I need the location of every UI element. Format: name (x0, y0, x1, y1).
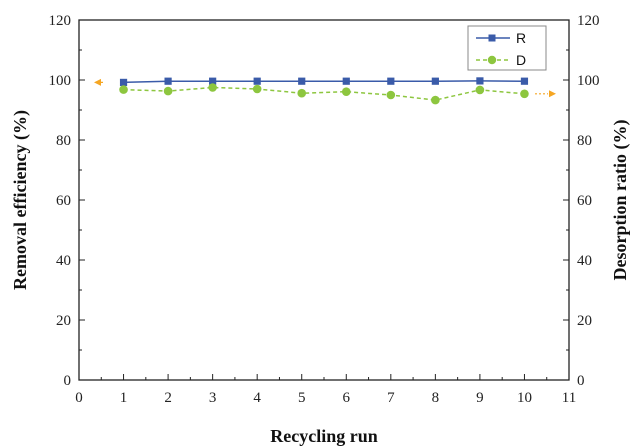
y-right-tick-label-60: 60 (577, 193, 592, 209)
point-r-7 (387, 77, 395, 85)
x-tick-label-0: 0 (75, 390, 83, 406)
y-left-tick-label-0: 0 (64, 373, 72, 389)
legend-marker-d (487, 55, 497, 65)
point-r-1 (119, 78, 128, 86)
x-tick-label-5: 5 (298, 390, 306, 406)
point-d-3 (208, 83, 217, 92)
x-tick-label-4: 4 (253, 390, 261, 406)
x-tick-label-9: 9 (476, 390, 484, 406)
point-r-6 (342, 77, 350, 85)
right-axis-arrow-head (549, 90, 556, 98)
point-r-8 (431, 77, 439, 85)
legend-label-d: D (516, 52, 526, 68)
point-r-9 (476, 77, 484, 85)
y-left-tick-label-40: 40 (56, 253, 71, 269)
y-right-tick-label-40: 40 (577, 253, 592, 269)
point-r-3 (209, 77, 217, 85)
y-axis-right-title: Desorption ratio (%) (610, 120, 631, 281)
series-r (119, 77, 529, 86)
legend-label-r: R (516, 30, 526, 46)
x-tick-label-11: 11 (562, 390, 576, 406)
y-right-tick-label-100: 100 (577, 73, 600, 89)
plot-border (78, 19, 570, 381)
point-r-10 (520, 77, 529, 85)
y-left-tick-label-120: 120 (49, 13, 72, 29)
y-axis-left: 0 20 40 60 80 100 120 (49, 13, 85, 389)
x-tick-label-7: 7 (387, 390, 395, 406)
y-axis-right: 0 20 40 60 80 100 120 (563, 13, 600, 389)
x-tick-label-2: 2 (164, 390, 172, 406)
y-left-tick-label-60: 60 (56, 193, 71, 209)
point-r-5 (298, 77, 306, 85)
point-d-5 (297, 88, 307, 98)
y-left-tick-label-20: 20 (56, 313, 71, 329)
x-axis: 0 1 2 3 4 5 6 7 8 9 10 11 (75, 374, 576, 406)
point-r-2 (164, 77, 172, 85)
point-d-1 (119, 85, 128, 94)
point-d-2 (163, 86, 173, 96)
legend-marker-r (488, 34, 496, 42)
x-tick-label-6: 6 (343, 390, 351, 406)
point-d-8 (431, 95, 440, 105)
left-axis-arrow-head (94, 78, 101, 86)
y-left-tick-label-100: 100 (49, 73, 72, 89)
point-d-10 (520, 89, 529, 99)
point-r-4 (253, 77, 261, 85)
x-axis-title: Recycling run (270, 426, 378, 446)
y-right-tick-label-80: 80 (577, 133, 592, 149)
axis-indicator-arrows (94, 78, 556, 98)
point-d-7 (386, 90, 396, 100)
point-d-6 (341, 87, 351, 96)
point-d-9 (475, 85, 485, 95)
x-tick-label-10: 10 (517, 390, 532, 406)
series-line-r (123, 80, 525, 84)
plot-frame (78, 19, 570, 381)
y-left-tick-label-80: 80 (56, 133, 71, 149)
y-right-tick-label-120: 120 (577, 13, 600, 29)
legend-box (467, 25, 547, 71)
series-layer (119, 77, 529, 105)
x-tick-label-1: 1 (120, 390, 128, 406)
x-tick-label-8: 8 (432, 390, 440, 406)
point-d-4 (252, 84, 262, 94)
y-right-tick-label-0: 0 (577, 373, 585, 389)
series-d (119, 83, 529, 105)
legend: R D (467, 25, 547, 71)
y-axis-left-title: Removal efficiency (%) (10, 110, 31, 290)
y-right-tick-label-20: 20 (577, 313, 592, 329)
series-line-d (123, 86, 525, 101)
x-tick-label-3: 3 (209, 390, 217, 406)
